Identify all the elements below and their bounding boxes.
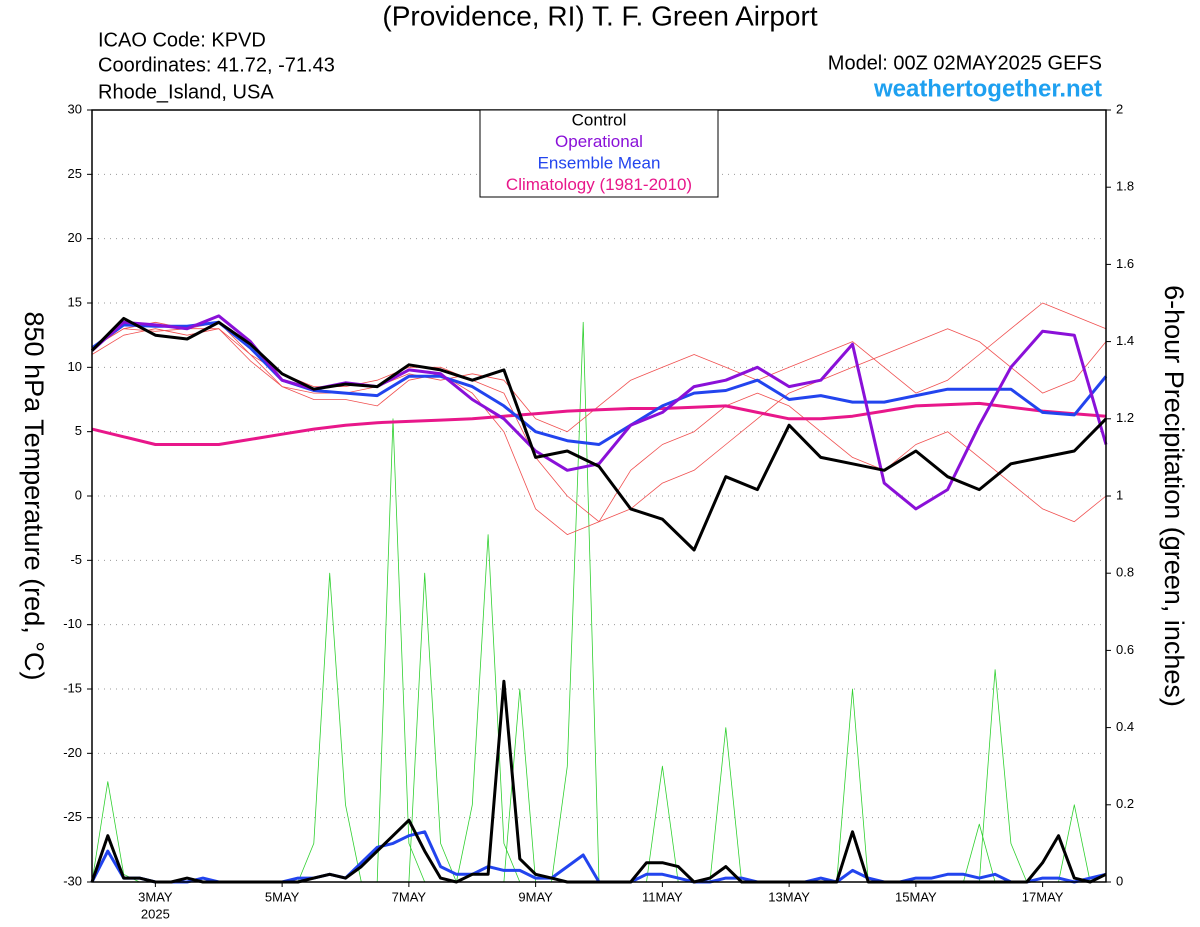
y2-tick-label: 0.4 [1116,719,1134,734]
y2-tick-label: 1.2 [1116,410,1134,425]
y-tick-label: -30 [63,873,82,888]
y-tick-label: 30 [68,101,82,116]
plot-lines [90,302,1108,884]
y2-tick-label: 1 [1116,487,1123,502]
y2-tick-label: 0.8 [1116,565,1134,580]
chart-title: (Providence, RI) T. F. Green Airport [382,0,817,31]
y2-tick-label: 0 [1116,873,1123,888]
info-line: Rhode_Island, USA [98,81,274,103]
data-line [92,534,1106,883]
data-line [91,401,1107,446]
y-tick-label: 20 [68,230,82,245]
y2-tick-label: 1.4 [1116,333,1134,348]
x-tick-label: 5MAY [265,889,300,904]
x-tick-label: 7MAY [392,889,427,904]
y-tick-label: 0 [75,487,82,502]
legend-box [479,109,719,198]
y2-tick-label: 1.8 [1116,179,1134,194]
x-tick-label: 17MAY [1022,889,1064,904]
y2-tick-label: 0.2 [1116,796,1134,811]
y-axis-label: 850 hPa Temperature (red, °C) [19,312,49,681]
info-line: ICAO Code: KPVD [98,29,266,51]
plot-frame [91,109,1107,883]
y-tick-label: -5 [70,552,82,567]
x-tick-label: 3MAY [138,889,173,904]
data-line [90,316,1108,552]
x-year-label: 2025 [141,906,170,921]
info-line: Coordinates: 41.72, -71.43 [98,54,335,76]
y2-tick-label: 1.6 [1116,256,1134,271]
y-tick-label: 5 [75,423,82,438]
site-label: weathertogether.net [873,75,1102,102]
y-tick-label: -15 [63,680,82,695]
x-tick-label: 13MAY [768,889,810,904]
data-line [91,320,1108,446]
legend-entry: Control [572,110,627,129]
legend-entry: Operational [555,132,643,151]
y-tick-label: 15 [68,294,82,309]
y-tick-label: 10 [68,359,82,374]
model-label: Model: 00Z 02MAY2025 GEFS [828,52,1102,74]
data-line [91,321,1107,523]
data-line [91,328,1107,535]
data-line [92,418,1106,883]
legend-entry: Ensemble Mean [538,153,661,172]
data-line [91,302,1107,433]
y-tick-label: -20 [63,745,82,760]
data-line [90,679,1107,884]
legend-entry: Climatology (1981-2010) [506,175,692,194]
y-tick-label: 25 [68,166,82,181]
y-tick-label: -25 [63,809,82,824]
y2-axis-label: 6-hour Precipitation (green, inches) [1159,285,1189,707]
x-tick-label: 11MAY [642,889,683,904]
x-tick-label: 15MAY [895,889,937,904]
x-tick-label: 9MAY [518,889,553,904]
y2-tick-label: 2 [1116,101,1123,116]
y2-tick-label: 0.6 [1116,642,1134,657]
y-tick-label: -10 [63,616,82,631]
